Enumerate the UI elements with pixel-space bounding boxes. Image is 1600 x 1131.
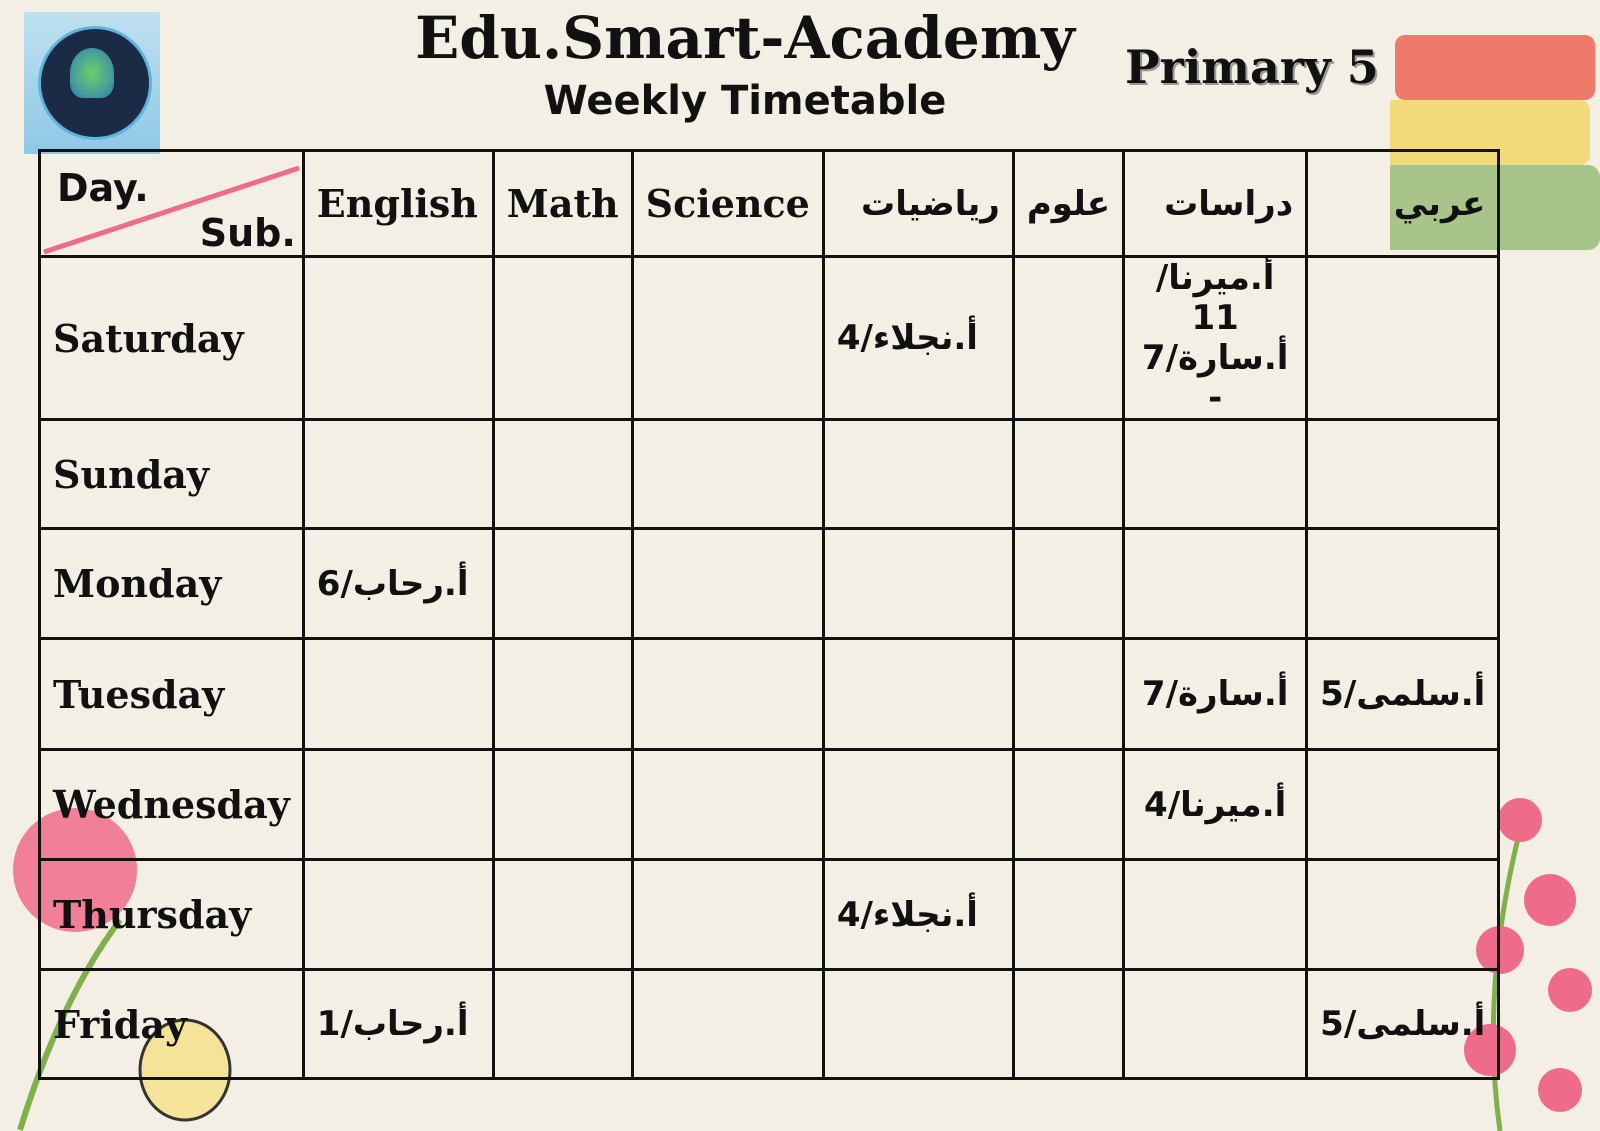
timetable-cell [491, 748, 634, 861]
day-cell: Wednesday [38, 748, 305, 861]
timetable-cell [630, 968, 825, 1080]
day-cell: Friday [38, 968, 305, 1080]
subject-header: رياضيات [821, 149, 1015, 258]
table-row: Sunday [38, 418, 1501, 530]
day-cell: Monday [38, 527, 305, 640]
table-row: Friday أ.رحاب/1 أ.سلمى/5 [38, 968, 1501, 1080]
page-title: Edu.Smart-Academy [415, 4, 1075, 72]
table-row: Tuesday أ.سارة/7 أ.سلمى/5 [38, 637, 1501, 751]
timetable-cell: أ.نجلاء/4 [821, 858, 1015, 971]
timetable-cell [301, 858, 495, 971]
timetable-cell [301, 637, 495, 751]
timetable-cell: أ.سلمى/5 [1305, 637, 1501, 751]
timetable-cell: أ.سلمى/5 [1305, 968, 1501, 1080]
timetable-cell [491, 527, 634, 640]
timetable-cell [821, 418, 1015, 530]
timetable-cell [630, 527, 825, 640]
timetable-cell: أ.رحاب/6 [301, 527, 495, 640]
timetable-cell [630, 858, 825, 971]
subject-header: English [301, 149, 495, 258]
timetable-cell [1011, 968, 1126, 1080]
timetable-cell [1011, 858, 1126, 971]
timetable-cell [1011, 637, 1126, 751]
page-subtitle: Weekly Timetable [543, 78, 947, 124]
table-row: Thursday أ.نجلاء/4 [38, 858, 1501, 971]
timetable-cell [630, 255, 825, 421]
day-cell: Saturday [38, 255, 305, 421]
timetable-cell [301, 418, 495, 530]
header-row: Day. Sub. English Math Science رياضيات ع… [38, 149, 1501, 258]
timetable-cell [1122, 527, 1309, 640]
subject-header: Math [491, 149, 634, 258]
timetable-cell [1011, 748, 1126, 861]
timetable-cell: أ.رحاب/1 [301, 968, 495, 1080]
timetable-cell [630, 748, 825, 861]
day-label: Day. [57, 166, 149, 210]
subject-header: دراسات [1122, 149, 1309, 258]
table-row: Wednesday أ.ميرنا/4 [38, 748, 1501, 861]
timetable-cell: أ.ميرنا/4 [1122, 748, 1309, 861]
timetable-cell [1305, 418, 1501, 530]
day-cell: Sunday [38, 418, 305, 530]
subject-label: Sub. [199, 211, 296, 255]
subject-header: علوم [1011, 149, 1126, 258]
timetable-cell [630, 637, 825, 751]
academy-logo [24, 12, 160, 154]
timetable-cell [821, 637, 1015, 751]
timetable-cell [1305, 255, 1501, 421]
timetable-cell [491, 418, 634, 530]
timetable-cell: أ.سارة/7 [1122, 637, 1309, 751]
timetable-cell [491, 968, 634, 1080]
timetable-cell [1011, 255, 1126, 421]
timetable-cell [821, 968, 1015, 1080]
timetable-cell: أ.نجلاء/4 [821, 255, 1015, 421]
timetable-cell [1305, 527, 1501, 640]
timetable-cell [1122, 418, 1309, 530]
timetable-cell [821, 527, 1015, 640]
subject-header: عربي [1305, 149, 1501, 258]
timetable-cell [491, 255, 634, 421]
grade-label: Primary 5 [1125, 40, 1379, 94]
day-cell: Thursday [38, 858, 305, 971]
table-row: Saturday أ.نجلاء/4 أ.ميرنا/ 11 أ.سارة/7 - [38, 255, 1501, 421]
timetable: Day. Sub. English Math Science رياضيات ع… [38, 149, 1501, 1080]
corner-cell: Day. Sub. [38, 149, 305, 258]
timetable-cell [301, 255, 495, 421]
timetable-cell [630, 418, 825, 530]
subject-header: Science [630, 149, 825, 258]
timetable-cell [1122, 858, 1309, 971]
timetable-cell [1011, 418, 1126, 530]
timetable-cell [1011, 527, 1126, 640]
timetable-cell [1305, 858, 1501, 971]
timetable-cell [491, 637, 634, 751]
table-row: Monday أ.رحاب/6 [38, 527, 1501, 640]
timetable-cell [491, 858, 634, 971]
timetable-cell [821, 748, 1015, 861]
day-cell: Tuesday [38, 637, 305, 751]
timetable-cell [1122, 968, 1309, 1080]
timetable-cell: أ.ميرنا/ 11 أ.سارة/7 - [1122, 255, 1309, 421]
timetable-cell [1305, 748, 1501, 861]
timetable-cell [301, 748, 495, 861]
